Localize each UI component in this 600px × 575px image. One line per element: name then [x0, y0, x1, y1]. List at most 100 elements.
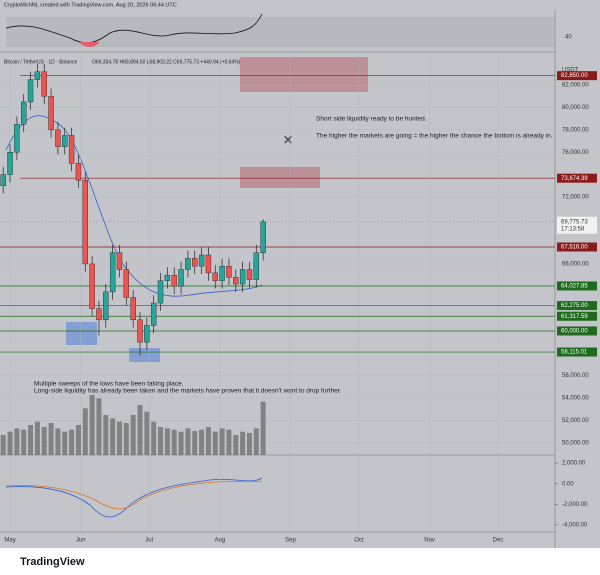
- level-tag: [557, 173, 597, 183]
- volume-bar: [89, 395, 95, 455]
- x-tick-label: Sep: [285, 538, 296, 544]
- candle-body: [41, 71, 47, 97]
- volume-bar: [233, 435, 239, 455]
- level-tag: [557, 242, 597, 252]
- candle-body: [219, 265, 225, 281]
- x-tick-label: Nov: [424, 538, 435, 544]
- candle-body: [34, 71, 41, 80]
- supply-zone: [240, 167, 320, 188]
- candle-body: [89, 263, 95, 309]
- rsi-tick-label: 40: [565, 35, 572, 41]
- y-tick-label: 50,000.00: [562, 440, 589, 446]
- level-tag: [557, 281, 597, 291]
- last-price-label: 69,775.73: [561, 219, 588, 225]
- candle-body: [198, 254, 205, 267]
- candle-body: [103, 291, 109, 321]
- x-tick-label: Jun: [76, 538, 86, 544]
- candle-body: [212, 272, 218, 281]
- candle-body: [137, 319, 143, 343]
- level-label: 58,115.01: [561, 350, 588, 356]
- y-tick-label: 54,000.00: [562, 396, 589, 402]
- candle-body: [55, 129, 61, 147]
- candle-body: [205, 254, 212, 274]
- volume-bar: [212, 431, 218, 455]
- candle-body: [130, 297, 136, 321]
- level-tag: [557, 311, 597, 321]
- volume-bar: [7, 431, 13, 455]
- volume-bar: [75, 425, 81, 455]
- last-price-time: 17:13:58: [561, 226, 585, 232]
- candle-body: [185, 258, 191, 270]
- volume-bar: [164, 428, 170, 455]
- candle-body: [0, 174, 6, 186]
- cross-marker: ✕: [283, 133, 293, 147]
- y-tick-label: 82,000.00: [562, 83, 589, 89]
- volume-bar: [219, 428, 225, 455]
- x-tick-label: May: [4, 538, 15, 544]
- candle-body: [192, 258, 198, 267]
- x-tick-label: Jul: [145, 538, 153, 544]
- supply-zone: [240, 57, 368, 92]
- moving-average: [5, 115, 263, 297]
- level-label: 82,850.00: [561, 73, 588, 79]
- volume-bar: [171, 429, 177, 455]
- footer: [0, 548, 600, 575]
- level-label: 64,027.85: [561, 284, 588, 290]
- candle-body: [246, 269, 253, 280]
- x-tick-label: Dec: [493, 538, 504, 544]
- volume-bar: [192, 431, 198, 455]
- y2-tick-label: 2,000.00: [562, 461, 586, 467]
- level-label: 62,275.00: [561, 303, 588, 309]
- volume-bar: [55, 428, 61, 455]
- y-tick-label: 66,000.00: [562, 262, 589, 268]
- volume-bar: [34, 421, 40, 455]
- level-tag: [557, 326, 597, 336]
- candle-body: [178, 269, 184, 287]
- chart-title: Bitcoin / TetherUS · 1D · Binance: [4, 59, 77, 65]
- currency: USDT: [562, 68, 579, 74]
- candle-body: [164, 274, 171, 281]
- level-label: 67,516.00: [561, 245, 588, 251]
- level-tag: [557, 347, 597, 357]
- annotation: Multiple sweeps of the lows have been ta…: [34, 381, 184, 388]
- candle-body: [75, 163, 82, 181]
- volume-bar: [144, 411, 150, 455]
- volume-bar: [199, 429, 205, 455]
- volume-bar: [205, 427, 211, 455]
- volume-bar: [82, 408, 88, 455]
- y-tick-label: 80,000.00: [562, 105, 589, 111]
- x-tick-label: Aug: [214, 538, 225, 544]
- candle-body: [68, 135, 75, 164]
- volume-bar: [130, 415, 136, 455]
- level-label: 60,000.00: [561, 329, 588, 335]
- y-tick-label: 72,000.00: [562, 194, 589, 200]
- candle-body: [157, 280, 164, 304]
- candle-body: [116, 252, 123, 270]
- volume-bar: [137, 405, 143, 455]
- volume-bar: [226, 429, 232, 455]
- ohlc: O69,334.78 H69,894.50 L68,903.22 C69,775…: [92, 59, 241, 65]
- volume-bar: [103, 415, 109, 455]
- annotation: Long-side liquidity has already been tak…: [34, 388, 341, 395]
- y2-tick-label: -4,000.00: [562, 522, 588, 528]
- candle-body: [62, 135, 68, 147]
- y-tick-label: 52,000.00: [562, 418, 589, 424]
- level-tag: [557, 301, 597, 311]
- candle-body: [7, 152, 13, 175]
- x-tick-label: Oct: [354, 538, 364, 544]
- last-price-tag: [557, 216, 597, 234]
- y2-tick-label: 0.00: [562, 481, 574, 487]
- volume-bar: [151, 421, 157, 455]
- level-label: 61,317.59: [561, 314, 588, 320]
- brand: TradingView: [20, 556, 85, 568]
- volume-bar: [260, 401, 266, 455]
- candle-body: [260, 221, 266, 253]
- candle-body: [27, 79, 34, 103]
- candle-body: [233, 277, 239, 285]
- volume-bar: [14, 428, 20, 455]
- y2-tick-label: -2,000.00: [562, 502, 588, 508]
- candle-body: [109, 252, 116, 293]
- y-tick-label: 78,000.00: [562, 127, 589, 133]
- volume-bar: [185, 428, 191, 455]
